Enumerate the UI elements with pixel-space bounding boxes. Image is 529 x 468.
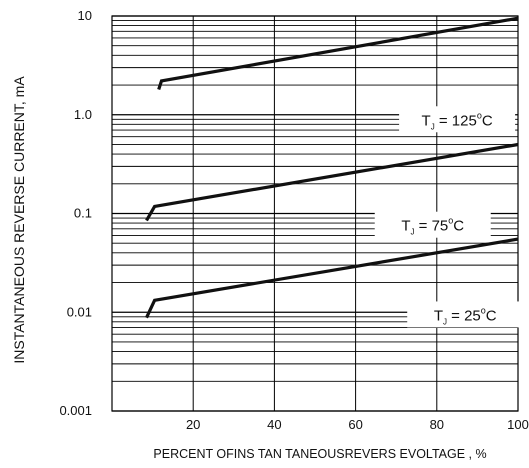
- x-tick-label: 60: [348, 417, 362, 432]
- y-tick-labels: 10 1.0 0.1 0.01 0.001: [59, 8, 92, 418]
- x-tick-label: 40: [267, 417, 281, 432]
- x-tick-labels: 20 40 60 80 100: [186, 417, 529, 432]
- curve-label-bg: [374, 211, 491, 238]
- x-tick-label: 20: [186, 417, 200, 432]
- curve-label-bg: [399, 106, 516, 133]
- curve-label-2: TJ = 25oC: [434, 305, 497, 326]
- curves: [145, 16, 519, 319]
- curve-labels: TJ = 125oC TJ = 75oC TJ = 25oC: [401, 110, 496, 326]
- y-axis-label: INSTANTANEOUS REVERSE CURRENT, mA: [11, 76, 27, 364]
- curve-label-1: TJ = 75oC: [401, 216, 464, 237]
- curve-label-backgrounds: [374, 106, 524, 328]
- curve-line-0: [157, 16, 519, 90]
- y-tick-label: 1.0: [74, 107, 92, 122]
- y-tick-label: 10: [78, 8, 92, 23]
- y-tick-label: 0.001: [59, 403, 92, 418]
- curve-label-0: TJ = 125oC: [422, 110, 493, 131]
- curve-line-2: [145, 237, 519, 319]
- curve-line-1: [145, 142, 519, 222]
- y-tick-label: 0.01: [67, 304, 92, 319]
- plot-frame: [111, 15, 519, 412]
- y-tick-label: 0.1: [74, 206, 92, 221]
- curve-label-bg: [407, 301, 524, 328]
- x-tick-label: 80: [430, 417, 444, 432]
- x-tick-label: 100: [507, 417, 529, 432]
- x-axis-label: PERCENT OFINS TAN TANEOUSREVERS EVOLTAGE…: [153, 447, 486, 461]
